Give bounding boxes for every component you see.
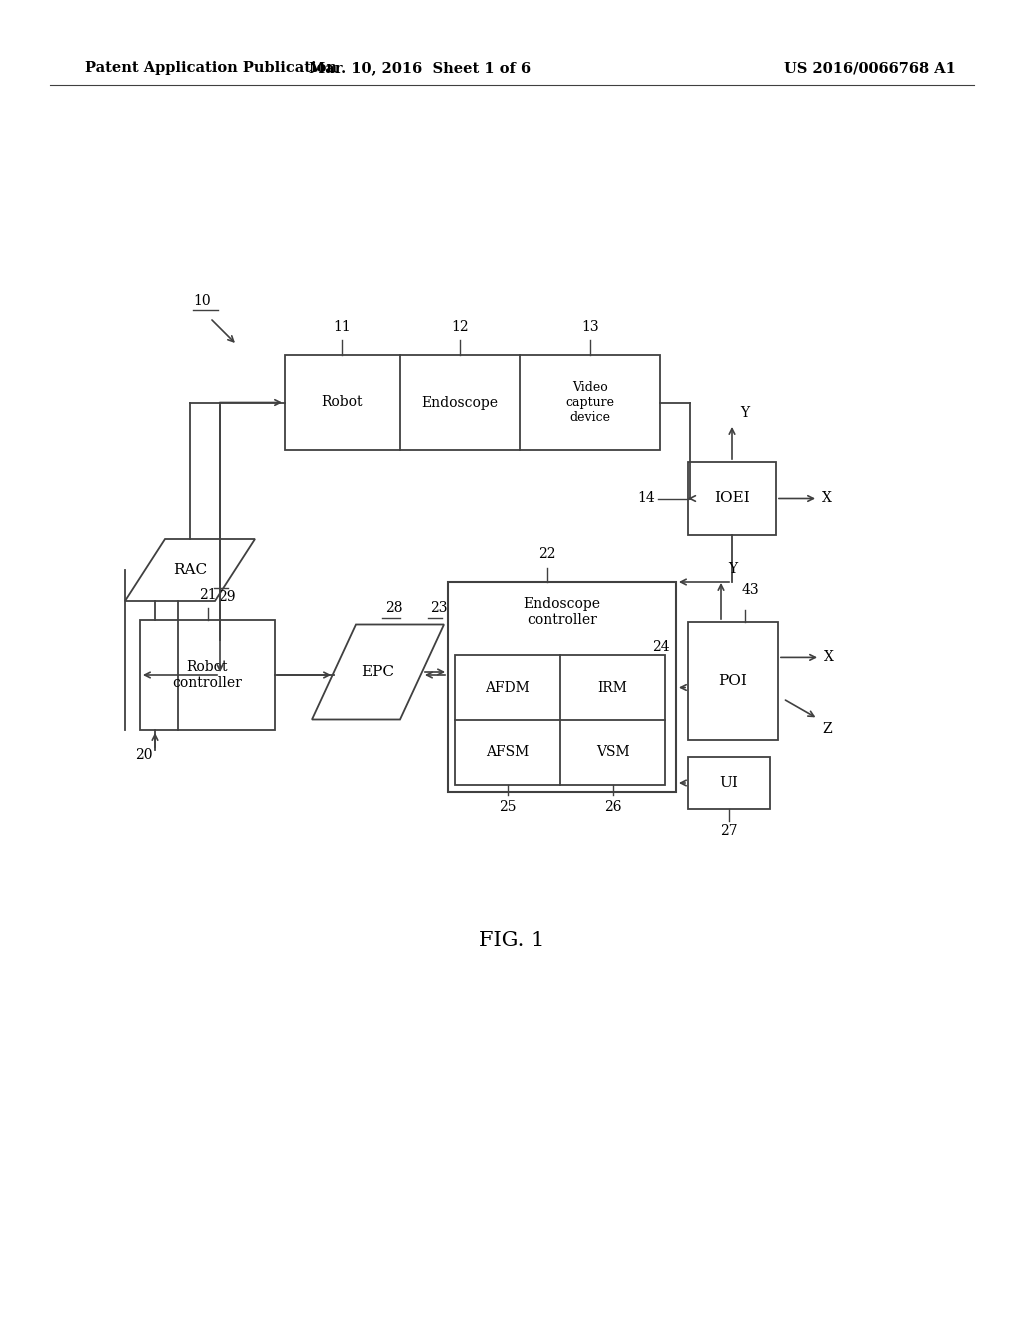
Text: Endoscope
controller: Endoscope controller [523, 597, 600, 627]
Text: 43: 43 [742, 583, 760, 597]
Text: X: X [822, 491, 831, 506]
Text: 27: 27 [720, 824, 738, 838]
Text: AFSM: AFSM [485, 746, 529, 759]
Text: Z: Z [822, 722, 831, 737]
Text: Y: Y [740, 407, 750, 420]
Text: 14: 14 [637, 491, 655, 506]
Text: 20: 20 [135, 748, 153, 762]
Bar [688, 462, 776, 535]
Text: Video
capture
device: Video capture device [565, 381, 614, 424]
Text: 29: 29 [218, 590, 236, 605]
Text: POI: POI [719, 675, 748, 688]
Bar [285, 355, 660, 450]
Polygon shape [312, 624, 444, 719]
Bar [140, 620, 275, 730]
Bar [688, 622, 778, 741]
Text: 12: 12 [452, 319, 469, 334]
Text: X: X [824, 651, 834, 664]
Text: Endoscope: Endoscope [422, 396, 499, 409]
Text: UI: UI [720, 776, 738, 789]
Text: 11: 11 [333, 319, 351, 334]
Text: RAC: RAC [173, 564, 207, 577]
Text: Mar. 10, 2016  Sheet 1 of 6: Mar. 10, 2016 Sheet 1 of 6 [309, 61, 531, 75]
Text: Y: Y [728, 562, 737, 576]
Text: Robot
controller: Robot controller [173, 660, 243, 690]
Bar [455, 655, 665, 785]
Text: EPC: EPC [361, 665, 394, 678]
Text: 28: 28 [385, 601, 402, 615]
Text: IOEI: IOEI [714, 491, 750, 506]
Text: 22: 22 [539, 546, 556, 561]
Text: 10: 10 [193, 294, 211, 308]
Text: 25: 25 [499, 800, 516, 814]
Text: 23: 23 [430, 601, 447, 615]
Bar [449, 582, 676, 792]
Text: IRM: IRM [598, 681, 628, 694]
Polygon shape [125, 539, 255, 601]
Text: 21: 21 [199, 587, 216, 602]
Text: US 2016/0066768 A1: US 2016/0066768 A1 [784, 61, 956, 75]
Text: 13: 13 [582, 319, 599, 334]
Text: 24: 24 [652, 640, 670, 653]
Text: Patent Application Publication: Patent Application Publication [85, 61, 337, 75]
Text: AFDM: AFDM [485, 681, 529, 694]
Text: Robot: Robot [322, 396, 362, 409]
Bar [688, 756, 770, 809]
Text: FIG. 1: FIG. 1 [479, 931, 545, 949]
Text: 26: 26 [604, 800, 622, 814]
Text: VSM: VSM [596, 746, 630, 759]
